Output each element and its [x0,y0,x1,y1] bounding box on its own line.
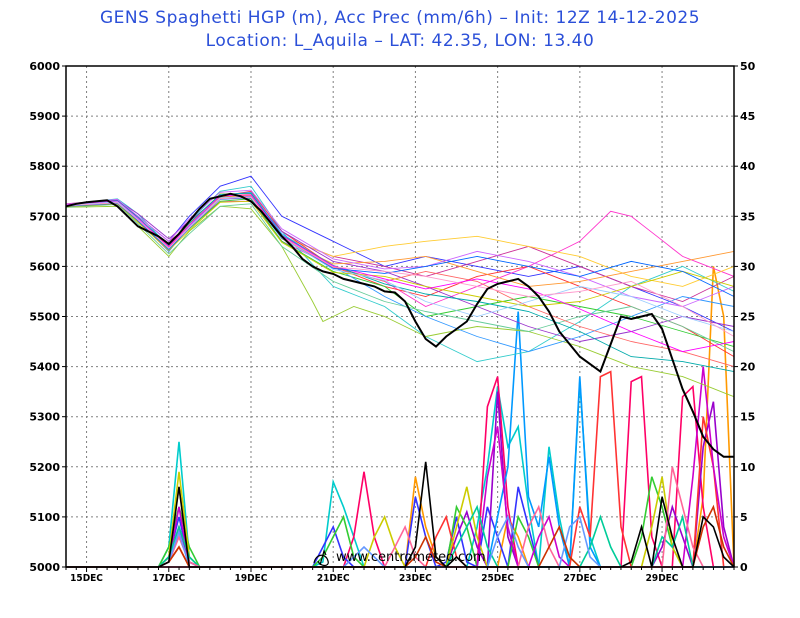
precip-member-line [66,311,734,568]
chart-title: GENS Spaghetti HGP (m), Acc Prec (mm/6h)… [99,8,701,28]
logo-icon [313,549,329,567]
y-right-tick-label: 15 [740,411,755,424]
hgp-member-line [65,200,735,307]
y-right-tick-label: 5 [740,511,748,524]
hgp-series [65,175,735,458]
x-tick-label: 21DEC [317,573,350,584]
y-right-tick-label: 30 [740,260,756,273]
grid-lines [66,66,734,567]
hgp-member-line [65,196,735,337]
hgp-member-line [65,203,735,353]
hgp-member-line [65,196,735,368]
y-right-tick-label: 40 [740,160,756,173]
y-left-tick-label: 5100 [29,511,60,524]
x-tick-label: 15DEC [70,573,103,584]
hgp-member-line [65,193,735,287]
hgp-member-line [65,197,735,297]
y-left-tick-label: 5000 [29,561,60,574]
y-right-tick-label: 0 [740,561,748,574]
hgp-member-line [65,194,735,353]
y-right-tick-label: 35 [740,210,755,223]
hgp-member-line [65,185,735,363]
x-tick-label: 27DEC [563,573,596,584]
axes: 5000510052005300540055005600570058005900… [29,60,755,584]
x-tick-label: 19DEC [235,573,268,584]
y-left-tick-label: 5400 [29,361,60,374]
y-left-tick-label: 6000 [29,60,60,73]
y-left-tick-label: 5200 [29,461,60,474]
chart-subtitle: Location: L_Aquila – LAT: 42.35, LON: 13… [205,31,595,51]
y-left-tick-label: 5500 [29,311,60,324]
precip-member-line [66,391,735,570]
watermark-text: www.centrometeo.com [336,550,486,565]
hgp-member-line [65,189,735,307]
y-right-tick-label: 10 [740,461,756,474]
x-tick-label: 17DEC [152,573,185,584]
y-right-tick-label: 45 [740,110,755,123]
y-left-tick-label: 5900 [29,110,60,123]
y-left-tick-label: 5800 [29,160,60,173]
y-left-tick-label: 5700 [29,210,60,223]
hgp-member-line [65,205,735,398]
hgp-member-line [65,196,735,332]
precip-member-line [66,381,734,568]
hgp-control-line [65,192,734,458]
x-tick-label: 25DEC [481,573,514,584]
y-left-tick-label: 5300 [29,411,60,424]
y-left-tick-label: 5600 [29,260,60,273]
y-right-tick-label: 20 [740,361,756,374]
y-right-tick-label: 50 [740,60,756,73]
x-tick-label: 29DEC [646,573,679,584]
watermark: www.centrometeo.com [313,549,486,567]
y-right-tick-label: 25 [740,311,755,324]
x-tick-label: 23DEC [399,573,432,584]
